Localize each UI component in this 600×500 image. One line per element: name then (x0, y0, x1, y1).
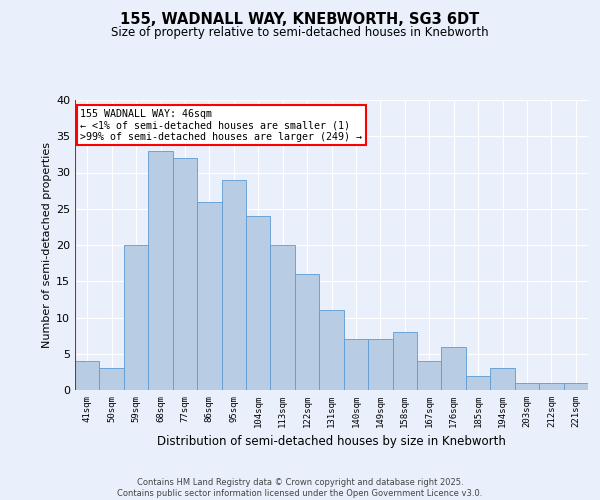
Bar (319, 310, 344, 390)
Bar (368, 339, 392, 390)
X-axis label: Distribution of semi-detached houses by size in Knebworth: Distribution of semi-detached houses by … (157, 436, 506, 448)
Bar (246, 216, 271, 390)
Text: Contains HM Land Registry data © Crown copyright and database right 2025.
Contai: Contains HM Land Registry data © Crown c… (118, 478, 482, 498)
Bar (515, 383, 539, 390)
Bar (197, 202, 221, 390)
Bar (271, 245, 295, 390)
Bar (295, 274, 319, 390)
Text: 155 WADNALL WAY: 46sqm
← <1% of semi-detached houses are smaller (1)
>99% of sem: 155 WADNALL WAY: 46sqm ← <1% of semi-det… (80, 108, 362, 142)
Bar (539, 383, 563, 390)
Bar (100, 368, 124, 390)
Bar (173, 158, 197, 390)
Text: Size of property relative to semi-detached houses in Knebworth: Size of property relative to semi-detach… (111, 26, 489, 39)
Bar (442, 346, 466, 390)
Bar (466, 376, 490, 390)
Bar (490, 368, 515, 390)
Bar (221, 180, 246, 390)
Text: 155, WADNALL WAY, KNEBWORTH, SG3 6DT: 155, WADNALL WAY, KNEBWORTH, SG3 6DT (121, 12, 479, 28)
Bar (75, 361, 100, 390)
Bar (124, 245, 148, 390)
Bar (344, 339, 368, 390)
Bar (563, 383, 588, 390)
Bar (417, 361, 442, 390)
Y-axis label: Number of semi-detached properties: Number of semi-detached properties (42, 142, 52, 348)
Bar (392, 332, 417, 390)
Bar (148, 151, 173, 390)
